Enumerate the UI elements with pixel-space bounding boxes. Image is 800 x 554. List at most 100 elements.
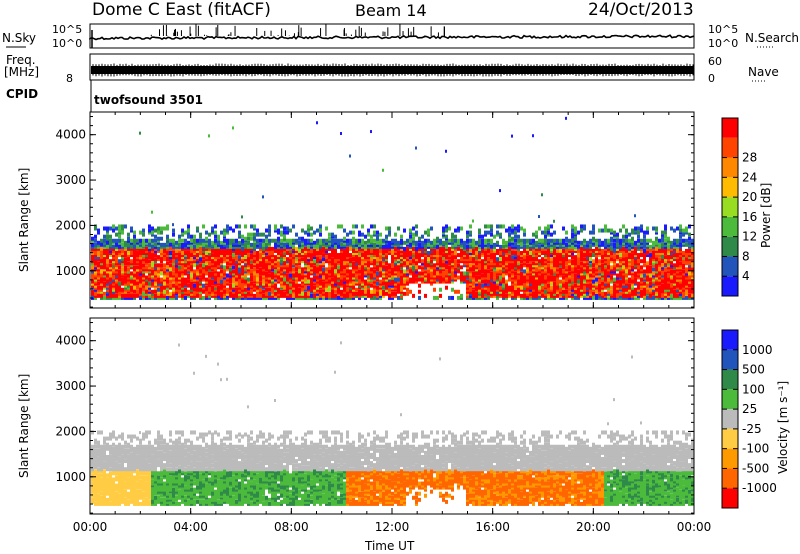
scatter-cell [568, 246, 571, 251]
scatter-cell [136, 291, 139, 296]
scatter-cell [490, 265, 493, 270]
scatter-cell [133, 285, 136, 290]
scatter-cell [502, 291, 505, 296]
scatter-cell [280, 281, 283, 286]
scatter-cell [280, 285, 283, 290]
scatter-cell [220, 285, 223, 290]
scatter-cell [214, 279, 217, 284]
scatter-cell [502, 255, 505, 260]
scatter-cell [481, 291, 484, 296]
scatter-cell [448, 251, 451, 256]
scatter-cell [490, 242, 493, 247]
scatter-cell [112, 269, 115, 274]
scatter-cell [208, 244, 211, 249]
scatter-cell [229, 273, 232, 278]
scatter-cell [373, 224, 376, 229]
scatter-cell [412, 271, 415, 276]
scatter-cell [286, 273, 289, 278]
scatter-cell [94, 289, 97, 294]
scatter-cell [241, 269, 244, 274]
scatter-cell [400, 251, 403, 256]
scatter-cell [373, 295, 376, 300]
scatter-cell [163, 267, 166, 272]
scatter-cell [268, 251, 271, 256]
scatter-cell [613, 279, 616, 284]
scatter-cell [535, 257, 538, 262]
scatter-cell [565, 267, 568, 272]
scatter-cell [565, 255, 568, 260]
scatter-cell [475, 283, 478, 288]
scatter-cell [121, 246, 124, 251]
scatter-cell [604, 295, 607, 300]
scatter-cell [217, 295, 220, 300]
scatter-cell [478, 281, 481, 286]
scatter-cell [613, 267, 616, 272]
scatter-cell [301, 259, 304, 264]
scatter-cell [379, 281, 382, 286]
scatter-cell [517, 224, 520, 229]
scatter-cell [316, 251, 319, 256]
scatter-cell [193, 253, 196, 258]
scatter-cell [151, 261, 154, 266]
scatter-cell [589, 277, 592, 282]
scatter-cell [250, 224, 253, 229]
scatter-cell [307, 295, 310, 300]
scatter-cell [583, 287, 586, 292]
scatter-cell [391, 295, 394, 300]
scatter-cell [571, 279, 574, 284]
scatter-cell [292, 259, 295, 264]
scatter-cell [178, 265, 181, 270]
scatter-cell [373, 281, 376, 286]
scatter-cell [133, 251, 136, 256]
scatter-cell [517, 265, 520, 270]
scatter-cell [571, 238, 574, 243]
scatter-cell [247, 287, 250, 292]
scatter-cell [541, 265, 544, 270]
scatter-cell [373, 242, 376, 247]
scatter-cell [502, 251, 505, 256]
scatter-cell [145, 259, 148, 264]
scatter-cell [163, 226, 166, 231]
scatter-cell [184, 277, 187, 282]
scatter-cell [298, 271, 301, 276]
scatter-cell [199, 259, 202, 264]
scatter-cell [481, 295, 484, 300]
scatter-cell [166, 265, 169, 270]
scatter-cell [247, 255, 250, 260]
scatter-cell [361, 269, 364, 274]
scatter-cell [538, 283, 541, 288]
scatter-cell [364, 234, 367, 239]
scatter-cell [508, 285, 511, 290]
scatter-cell [562, 248, 565, 253]
scatter-cell [400, 283, 403, 288]
scatter-cell [307, 238, 310, 243]
scatter-cell [550, 259, 553, 264]
scatter-cell [112, 238, 115, 243]
scatter-cell [553, 261, 556, 266]
scatter-cell [472, 281, 475, 286]
scatter-cell [226, 281, 229, 286]
scatter-cell [196, 277, 199, 282]
scatter-cell [223, 248, 226, 253]
scatter-cell [145, 285, 148, 290]
scatter-cell [184, 261, 187, 266]
scatter-cell [265, 275, 268, 280]
scatter-cell [538, 277, 541, 282]
scatter-cell [505, 259, 508, 264]
scatter-cell [391, 273, 394, 278]
scatter-cell [325, 251, 328, 256]
scatter-cell [583, 246, 586, 251]
scatter-cell [451, 295, 454, 300]
scatter-cell [565, 283, 568, 288]
scatter-cell [517, 289, 520, 294]
scatter-cell [127, 269, 130, 274]
scatter-cell [112, 275, 115, 280]
scatter-cell [343, 275, 346, 280]
scatter-cell [121, 253, 124, 258]
scatter-cell [283, 253, 286, 258]
scatter-cell [382, 267, 385, 272]
scatter-cell [595, 269, 598, 274]
scatter-cell [610, 285, 613, 290]
scatter-cell [631, 283, 634, 288]
scatter-cell [181, 255, 184, 260]
